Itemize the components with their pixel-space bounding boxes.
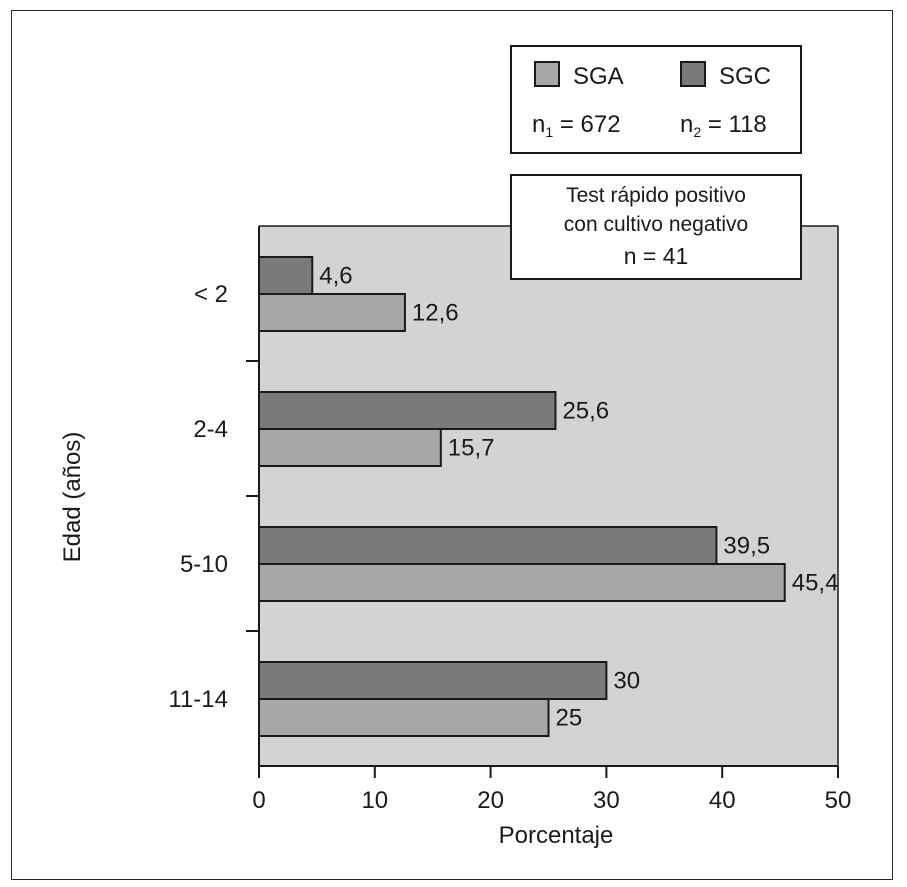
annotation-line-3: n = 41	[624, 243, 689, 269]
annotation-line-2: con cultivo negativo	[564, 213, 748, 236]
category-label-2: 2-4	[193, 416, 228, 443]
annotation-box	[510, 174, 802, 280]
annotation-line-1: Test rápido positivo	[566, 184, 746, 207]
value-label-sga-1: 12,6	[412, 300, 459, 327]
x-tick-label-10: 10	[361, 787, 388, 814]
legend-label-sgc: SGC	[719, 63, 771, 90]
y-axis-title: Edad (años)	[59, 432, 86, 563]
bar-sga-4	[258, 698, 550, 737]
x-axis-title: Porcentaje	[499, 822, 614, 849]
x-tick-label-40: 40	[709, 787, 736, 814]
value-label-sga-3: 45,4	[792, 570, 839, 597]
value-label-sgc-2: 25,6	[562, 398, 609, 425]
legend-swatch-sgc	[680, 61, 706, 87]
x-tick-label-20: 20	[477, 787, 504, 814]
value-label-sga-2: 15,7	[448, 435, 495, 462]
bar-sgc-2	[258, 391, 557, 430]
bar-sga-3	[258, 563, 786, 602]
bar-sga-1	[258, 293, 406, 332]
value-label-sgc-4: 30	[613, 668, 640, 695]
category-label-3: 5-10	[180, 551, 228, 578]
annotation: Test rápido positivo con cultivo negativ…	[510, 174, 802, 280]
x-tick-label-0: 0	[252, 787, 265, 814]
value-label-sgc-3: 39,5	[723, 533, 770, 560]
legend-n2: n2 = 118	[680, 111, 767, 140]
bar-sga-2	[258, 428, 442, 467]
bar-sgc-4	[258, 661, 608, 700]
legend-n1: n1 = 672	[532, 111, 621, 140]
figure-frame	[11, 10, 893, 880]
value-label-sgc-1: 4,6	[319, 263, 352, 290]
category-label-1: < 2	[194, 281, 228, 308]
bar-sgc-1	[258, 256, 314, 295]
x-tick-label-30: 30	[593, 787, 620, 814]
x-tick-label-50: 50	[825, 787, 852, 814]
bar-sgc-3	[258, 526, 718, 565]
legend: SGA SGC n1 = 672 n2 = 118	[510, 45, 802, 154]
value-label-sga-4: 25	[556, 705, 583, 732]
category-label-4: 11-14	[168, 686, 228, 713]
legend-swatch-sga	[534, 61, 560, 87]
legend-label-sga: SGA	[573, 63, 624, 90]
